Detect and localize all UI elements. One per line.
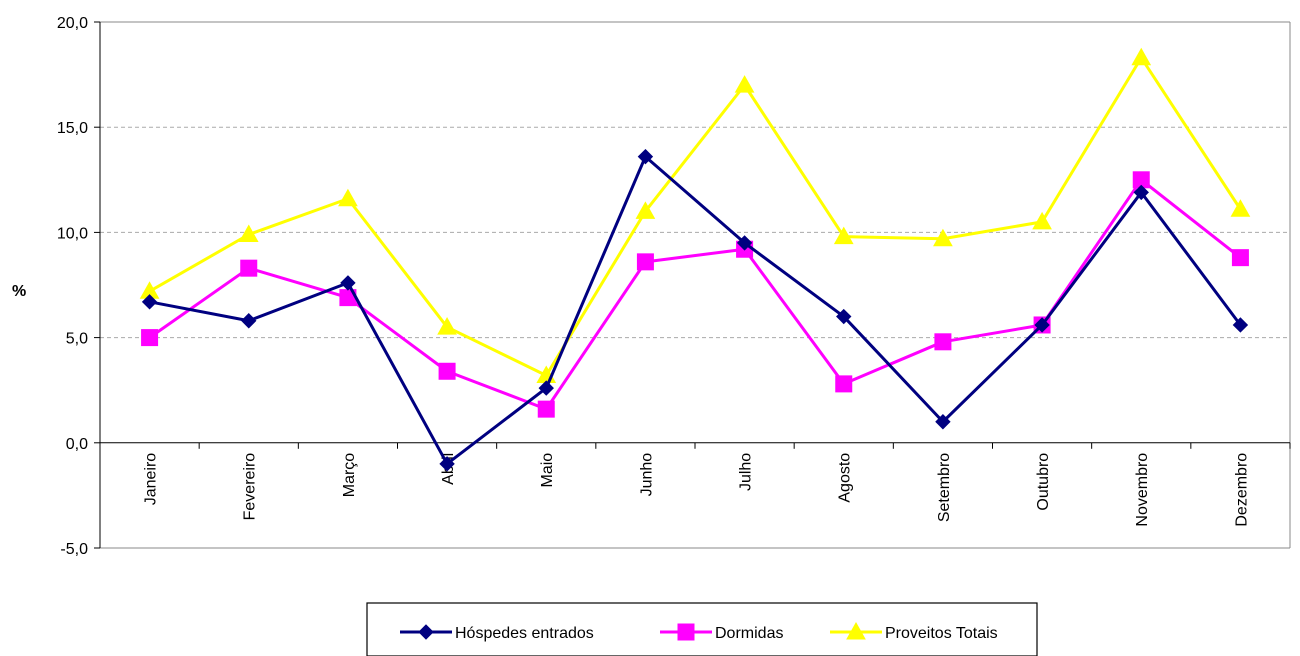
data-point [835, 375, 853, 393]
gridlines [100, 21, 1290, 339]
data-point [1034, 317, 1050, 333]
data-point [338, 188, 358, 207]
data-point [141, 329, 159, 347]
data-point [1232, 317, 1249, 333]
data-point [418, 624, 434, 640]
x-tick-label: Maio [539, 453, 556, 488]
y-tick-label: -5,0 [60, 541, 88, 558]
data-point [734, 75, 755, 93]
y-tick-label: 20,0 [57, 15, 88, 32]
data-point [833, 226, 854, 245]
x-tick-label: Novembro [1134, 453, 1151, 527]
y-tick-label: 5,0 [66, 331, 88, 348]
data-point [1032, 211, 1052, 230]
y-axis-label: % [12, 283, 26, 300]
legend-item: Proveitos Totais [830, 621, 998, 642]
y-tick-label: 0,0 [66, 436, 88, 453]
data-point [537, 400, 555, 418]
series-line [149, 155, 1242, 466]
legend-box [366, 602, 1038, 656]
data-point [1231, 249, 1249, 267]
data-point [141, 294, 158, 310]
legend-item: Dormidas [660, 623, 783, 642]
axes [94, 21, 1291, 549]
x-tick-label: Março [341, 453, 358, 498]
data-point [1230, 199, 1251, 217]
data-point [677, 623, 695, 641]
data-point [635, 201, 656, 219]
data-point [933, 228, 953, 247]
series-line [148, 178, 1242, 411]
data-point [836, 308, 852, 325]
x-tick-label: Fevereiro [242, 453, 259, 521]
data-point [241, 313, 257, 329]
data-point [1131, 47, 1152, 66]
data-point [238, 224, 259, 243]
x-tick-label: Dezembro [1233, 453, 1250, 527]
series-square [141, 171, 1249, 418]
x-tick-label: Outubro [1035, 453, 1052, 511]
legend: Hóspedes entrados Dormidas Proveitos Totai… [366, 602, 1038, 656]
series [139, 47, 1251, 472]
data-point [240, 259, 258, 277]
data-point [437, 317, 457, 335]
data-point [1133, 184, 1149, 201]
data-point [935, 414, 951, 430]
legend-label: Dormidas [715, 625, 783, 642]
data-point [736, 235, 753, 251]
x-tick-label: Junho [638, 453, 655, 497]
series-triangle [139, 47, 1251, 383]
data-point [846, 621, 866, 640]
data-point [340, 275, 356, 291]
x-tick-label: Setembro [936, 453, 953, 522]
x-tick-label: Agosto [837, 453, 854, 503]
data-point [637, 148, 654, 165]
x-tick-label: Janeiro [143, 453, 160, 506]
x-tick-labels: JaneiroFevereiroMarçoAbrilMaioJunhoJulho… [143, 453, 1251, 527]
legend-label: Hóspedes entrados [455, 625, 594, 642]
data-point [538, 380, 554, 396]
data-point [439, 456, 455, 472]
series-line [148, 56, 1242, 377]
y-tick-label: 10,0 [57, 225, 88, 242]
series-diamond [141, 148, 1249, 472]
legend-label: Proveitos Totais [885, 625, 998, 642]
y-tick-labels: -5,0 0,0 5,0 10,0 15,0 20,0 [57, 15, 88, 558]
y-tick-label: 15,0 [57, 120, 88, 137]
data-point [934, 333, 952, 351]
data-point [438, 362, 456, 380]
legend-item: Hóspedes entrados [400, 624, 594, 642]
x-tick-label: Julho [738, 453, 755, 491]
data-point [636, 253, 654, 271]
